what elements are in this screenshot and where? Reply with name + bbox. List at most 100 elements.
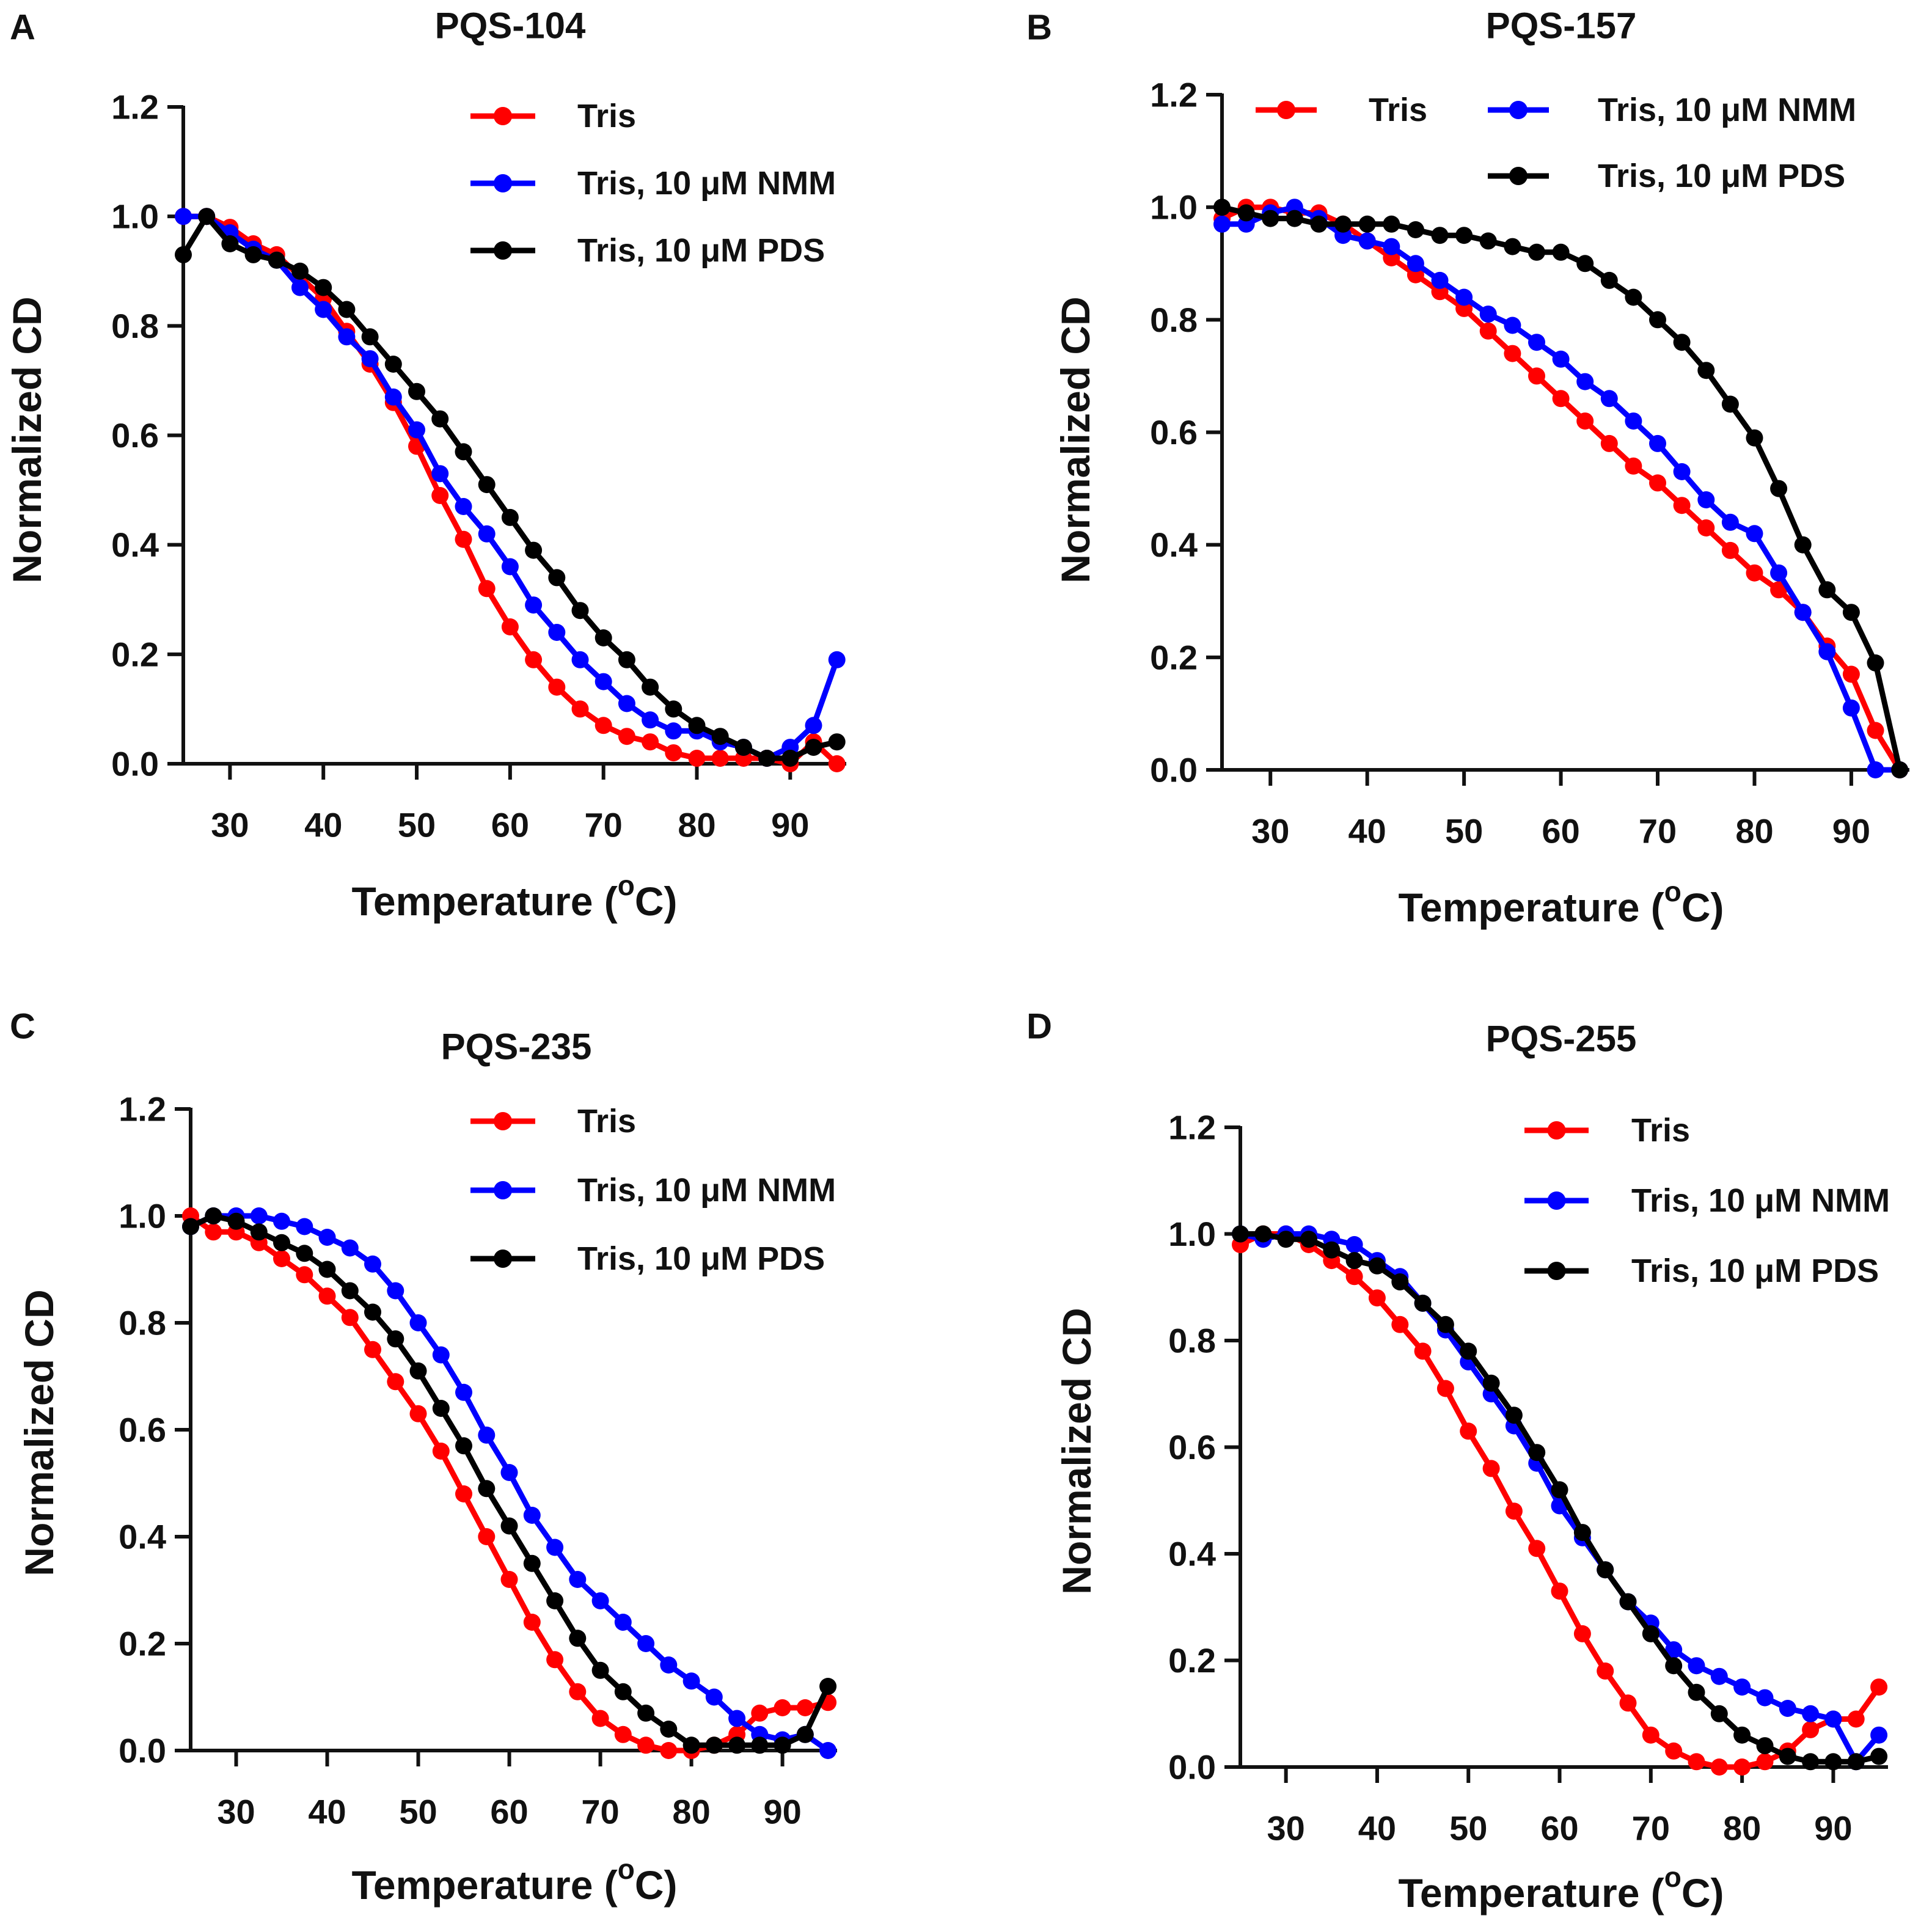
series-line [183,213,839,767]
data-point [525,541,543,559]
data-point [642,711,659,729]
data-point [1770,480,1788,497]
y-tick-label: 1.0 [1168,1215,1216,1253]
x-tick-label: 50 [1449,1809,1487,1848]
y-tick-label: 0.4 [119,1518,166,1556]
data-point [273,1234,290,1251]
data-point [227,1212,245,1230]
data-point [1802,1705,1820,1722]
data-point [751,1736,769,1754]
data-point [315,279,332,296]
data-point [1414,1342,1432,1360]
x-axis-label-unit: C) [1681,885,1724,930]
data-point [711,750,729,767]
legend-item-tris: Tris [1524,1112,1690,1149]
data-point [1528,367,1545,385]
data-point [1710,1705,1728,1722]
data-point [1479,306,1497,323]
data-point [318,1261,336,1278]
data-point [1600,271,1618,289]
data-point [364,1303,381,1321]
data-point [1407,221,1424,238]
legend-item-tris: Tris [1256,92,1427,128]
data-point [431,465,449,483]
series-tris [1213,199,1909,778]
series-tris [175,208,846,772]
data-point [595,717,612,734]
data-point [1482,1460,1500,1477]
data-point [478,580,496,598]
panel-letter: B [1026,8,1052,48]
legend-swatch-marker [494,1181,512,1199]
data-point [198,208,216,225]
data-point [1505,1502,1523,1520]
y-tick-label: 1.2 [119,1090,166,1129]
legend-label: Tris, 10 μM NMM [1631,1182,1890,1219]
x-tick-label: 80 [672,1793,710,1831]
data-point [591,1710,609,1727]
x-axis-label-main: Temperature ( [1399,1870,1664,1916]
data-point [1414,1294,1432,1312]
data-point [1688,1657,1705,1675]
x-tick-label: 30 [1267,1809,1304,1848]
legend-swatch-marker [1509,167,1528,185]
y-tick-label: 0.4 [1150,525,1198,564]
x-axis-label-degree: o [618,869,635,901]
x-tick-label: 50 [399,1793,437,1831]
legend: Tris Tris, 10 μM NMM Tris, 10 μM PDS [1524,1112,1890,1289]
data-point [1756,1753,1774,1771]
data-point [614,1683,632,1700]
x-tick-label: 70 [1639,812,1677,851]
data-point [682,1672,700,1690]
data-point [1867,761,1884,778]
data-point [364,1255,381,1273]
chart-title: PQS-255 [1486,1019,1637,1059]
data-point [796,1725,814,1743]
data-point [1870,1678,1888,1696]
x-axis-label: Temperature (oC) [1399,1861,1724,1916]
y-tick-label: 0.0 [111,745,159,783]
y-tick-label: 1.0 [119,1197,166,1235]
data-point [431,410,449,428]
data-point [1697,519,1715,536]
data-point [1254,1225,1272,1243]
data-point [341,1282,359,1300]
data-point [175,246,192,263]
legend-label: Tris, 10 μM PDS [577,232,825,269]
x-tick-label: 70 [585,806,623,844]
data-point [296,1266,313,1284]
data-point [1576,255,1594,273]
x-tick-label: 50 [398,806,436,844]
y-axis-label: Normalized CD [4,296,49,583]
series-line [181,213,838,761]
data-point [1756,1689,1774,1707]
data-point [1436,1315,1454,1333]
data-point [1665,1657,1683,1675]
legend-label: Tris [577,1103,636,1140]
data-point [1600,434,1618,452]
legend-label: Tris [577,98,636,134]
data-point [478,476,496,494]
data-point [1625,288,1642,306]
data-point [409,1405,427,1422]
data-point [1455,288,1473,306]
data-point [1746,525,1763,543]
y-tick-label: 0.0 [1168,1748,1216,1787]
legend-label: Tris, 10 μM PDS [577,1240,825,1277]
data-point [591,1661,609,1679]
data-point [1383,215,1400,233]
data-point [569,1630,587,1647]
legend-item-tris-10-m-nmm: Tris, 10 μM NMM [470,165,836,202]
data-point [244,246,262,263]
data-point [1552,350,1570,368]
data-point [1391,1315,1409,1333]
x-tick-label: 60 [490,1793,528,1831]
y-tick-label: 1.2 [1168,1108,1216,1147]
data-point [637,1704,655,1722]
legend-swatch-marker [494,1250,512,1268]
data-point [1842,699,1860,717]
data-point [1232,1225,1249,1243]
data-point [1642,1625,1659,1642]
data-point [1262,210,1279,227]
data-point [1528,1540,1546,1557]
